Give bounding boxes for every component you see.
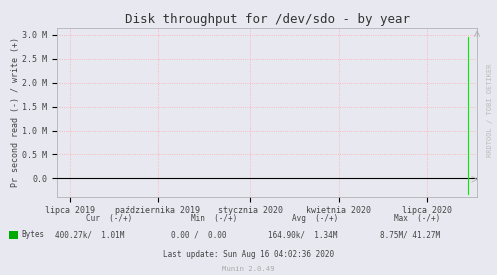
Text: 164.90k/  1.34M: 164.90k/ 1.34M: [268, 230, 338, 239]
Text: 400.27k/  1.01M: 400.27k/ 1.01M: [55, 230, 124, 239]
Text: Avg  (-/+): Avg (-/+): [292, 214, 339, 223]
Text: Bytes: Bytes: [21, 230, 45, 239]
Text: 8.75M/ 41.27M: 8.75M/ 41.27M: [380, 230, 440, 239]
Text: Munin 2.0.49: Munin 2.0.49: [222, 266, 275, 272]
Y-axis label: Pr second read (-) / write (+): Pr second read (-) / write (+): [10, 37, 20, 187]
Text: Min  (-/+): Min (-/+): [190, 214, 237, 223]
Title: Disk throughput for /dev/sdo - by year: Disk throughput for /dev/sdo - by year: [125, 13, 410, 26]
Text: Max  (-/+): Max (-/+): [394, 214, 441, 223]
Text: RRDTOOL / TOBI OETIKER: RRDTOOL / TOBI OETIKER: [487, 63, 493, 157]
Text: Cur  (-/+): Cur (-/+): [86, 214, 133, 223]
Text: Last update: Sun Aug 16 04:02:36 2020: Last update: Sun Aug 16 04:02:36 2020: [163, 250, 334, 259]
Text: 0.00 /  0.00: 0.00 / 0.00: [171, 230, 227, 239]
